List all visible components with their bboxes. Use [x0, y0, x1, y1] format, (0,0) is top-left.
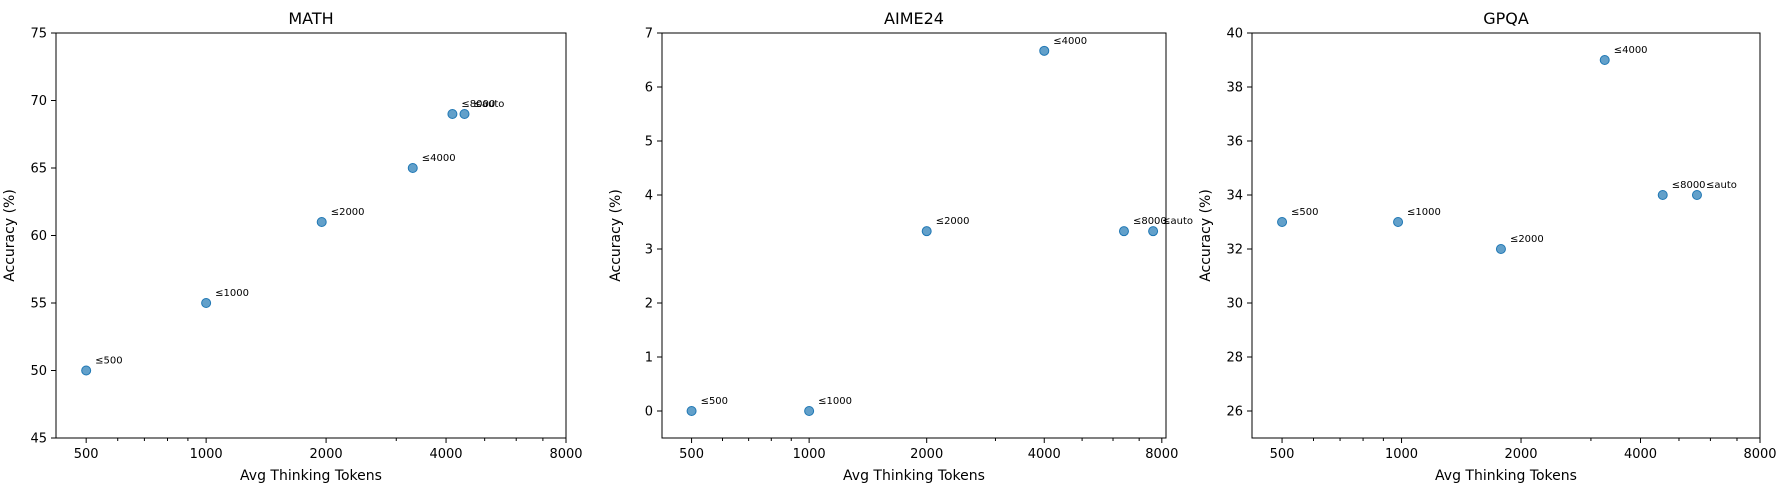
y-tick-label: 40: [1226, 27, 1243, 42]
y-tick-label: 2: [645, 297, 653, 312]
data-point: [1039, 45, 1050, 56]
data-point-label: ≤1000: [818, 396, 852, 407]
x-tick-label: 2000: [910, 447, 943, 462]
plot-frame: [55, 32, 567, 439]
data-point-label: ≤2000: [936, 216, 970, 227]
data-point-label: ≤auto: [1706, 180, 1737, 191]
y-tick-label: 4: [645, 189, 653, 204]
data-point: [1599, 55, 1610, 65]
x-tick-label: 1000: [1385, 447, 1418, 462]
x-axis-label: Avg Thinking Tokens: [240, 468, 382, 484]
data-point: [407, 163, 418, 173]
x-axis-label: Avg Thinking Tokens: [1435, 468, 1577, 484]
data-point-label: ≤4000: [1614, 45, 1648, 56]
chart-panel-math: MATH 500 1000 2000 4000 8000 45 50 55 60 65 70 75 Avg…: [2, 9, 583, 484]
y-tick-label: 1: [645, 351, 653, 366]
y-tick-label: 5: [645, 135, 653, 150]
y-tick-label: 34: [1226, 189, 1243, 204]
data-point-label: ≤500: [701, 396, 728, 407]
y-tick-label: 70: [30, 94, 47, 109]
y-tick-label: 28: [1226, 351, 1243, 366]
x-tick-label: 4000: [1624, 447, 1657, 462]
x-tick-label: 2000: [310, 447, 343, 462]
x-tick-label: 4000: [1028, 447, 1061, 462]
x-tick-label: 1000: [190, 447, 223, 462]
data-point-label: ≤2000: [1510, 234, 1544, 245]
y-tick-label: 50: [30, 364, 47, 379]
data-point: [1657, 190, 1668, 200]
y-tick-label: 75: [30, 27, 47, 42]
data-point-label: ≤2000: [331, 207, 365, 218]
data-point-label: ≤auto: [473, 99, 504, 110]
x-tick-label: 2000: [1504, 447, 1537, 462]
y-axis-label: Accuracy (%): [608, 189, 624, 282]
data-point: [804, 406, 815, 416]
y-tick-label: 3: [645, 243, 653, 258]
data-point: [81, 365, 92, 376]
y-axis-label: Accuracy (%): [1198, 189, 1214, 282]
data-point: [1495, 244, 1506, 254]
data-point-label: ≤8000: [1133, 216, 1167, 227]
y-tick-label: 26: [1226, 405, 1243, 420]
data-point-label: ≤4000: [1053, 36, 1087, 47]
data-point-label: ≤500: [1291, 207, 1318, 218]
chart-title: GPQA: [1483, 9, 1529, 28]
data-point: [1148, 226, 1159, 237]
x-tick-label: 4000: [429, 447, 462, 462]
chart-title: MATH: [288, 9, 333, 28]
data-point-label: ≤1000: [1407, 207, 1441, 218]
chart-panel-aime24: AIME24 500 1000 2000 4000 8000 0 1 2 3 4 5 6 7 Avg Thi…: [608, 9, 1193, 484]
data-point: [316, 217, 327, 227]
data-point: [1118, 226, 1129, 237]
plot-frame: [1251, 32, 1761, 439]
y-axis-label: Accuracy (%): [2, 189, 18, 282]
chart-panel-gpqa: GPQA 500 1000 2000 4000 8000 26 28 30 32 34 36 38 40 A…: [1198, 9, 1777, 484]
y-tick-label: 38: [1226, 81, 1243, 96]
y-tick-label: 7: [645, 27, 653, 42]
y-tick-label: 45: [30, 432, 47, 447]
data-point: [1393, 217, 1404, 227]
plot-frame: [661, 32, 1167, 439]
x-tick-label: 8000: [1743, 447, 1776, 462]
data-point: [921, 226, 932, 237]
data-point: [686, 406, 697, 416]
y-tick-label: 0: [645, 405, 653, 420]
data-point-label: ≤auto: [1162, 216, 1193, 227]
data-point-label: ≤8000: [461, 99, 495, 110]
y-tick-label: 55: [30, 297, 47, 312]
x-tick-label: 8000: [1145, 447, 1178, 462]
data-point: [1277, 217, 1288, 227]
y-tick-label: 65: [30, 162, 47, 177]
data-point-label: ≤4000: [422, 153, 456, 164]
x-tick-label: 500: [74, 447, 99, 462]
x-tick-label: 8000: [549, 447, 582, 462]
data-point-label: ≤1000: [215, 288, 249, 299]
y-tick-label: 60: [30, 229, 47, 244]
data-point: [459, 109, 470, 119]
x-axis-label: Avg Thinking Tokens: [843, 468, 985, 484]
y-tick-label: 30: [1226, 297, 1243, 312]
data-point: [201, 298, 212, 308]
chart-title: AIME24: [884, 9, 944, 28]
data-point: [1691, 190, 1702, 200]
x-tick-label: 500: [679, 447, 704, 462]
data-point: [447, 109, 458, 119]
x-tick-label: 1000: [793, 447, 826, 462]
data-point-label: ≤500: [95, 356, 122, 367]
y-tick-label: 6: [645, 81, 653, 96]
x-tick-label: 500: [1270, 447, 1295, 462]
y-tick-label: 32: [1226, 243, 1243, 258]
y-tick-label: 36: [1226, 135, 1243, 150]
data-point-label: ≤8000: [1672, 180, 1706, 191]
